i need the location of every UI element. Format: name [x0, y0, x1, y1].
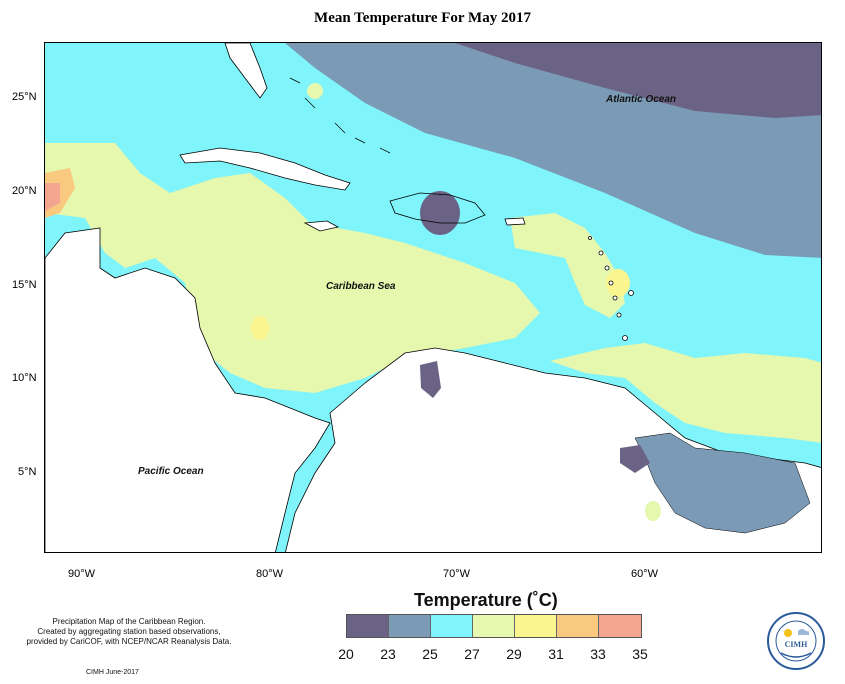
legend-tick-25: 25: [422, 646, 438, 662]
zone-29-31-patch-1: [251, 316, 269, 340]
logo-text: CIMH: [785, 640, 808, 649]
credits-line-2: Created by aggregating station based obs…: [37, 627, 221, 636]
lat-tick-25n: 25°N: [12, 91, 37, 103]
lat-tick-20n: 20°N: [12, 185, 37, 197]
land-hispaniola: [389, 192, 486, 224]
lon-tick-70w: 70°W: [443, 568, 471, 580]
legend-tick-31: 31: [548, 646, 564, 662]
zone-20-23-maracaibo: [420, 361, 441, 398]
zone-33-35-west: [45, 183, 60, 211]
lat-tick-15n: 15°N: [12, 279, 37, 291]
lat-tick-5n: 5°N: [18, 466, 37, 478]
label-pacific-ocean: Pacific Ocean: [138, 466, 204, 477]
zone-20-23-guianas: [620, 445, 650, 473]
legend-swatch-29-31: [515, 615, 557, 637]
lon-tick-90w: 90°W: [68, 568, 96, 580]
lon-tick-60w: 60°W: [631, 568, 659, 580]
map-title: Mean Temperature For May 2017: [314, 10, 531, 26]
legend-tick-20: 20: [338, 646, 354, 662]
land-jamaica: [303, 220, 340, 232]
label-caribbean-sea: Caribbean Sea: [326, 281, 396, 292]
land-puerto-rico: [504, 217, 526, 226]
zone-27-29-caribbean: [45, 143, 540, 393]
zone-27-29-amazon: [645, 501, 661, 521]
zone-20-23-atlantic: [455, 43, 821, 118]
zone-27-29-east: [550, 343, 821, 443]
lat-tick-10n: 10°N: [12, 372, 37, 384]
cimh-logo-icon: CIMH: [767, 612, 825, 670]
land-cuba: [179, 147, 351, 191]
zone-29-31-patch-2: [606, 269, 630, 297]
credits-line-1: Precipitation Map of the Caribbean Regio…: [52, 617, 206, 626]
legend-swatch-27-29: [473, 615, 515, 637]
credits-line-3: provided by CariCOF, with NCEP/NCAR Rean…: [26, 637, 232, 646]
land-lesser-antilles: [588, 236, 634, 341]
zone-27-29-antilles: [510, 213, 625, 318]
legend-tick-23: 23: [380, 646, 396, 662]
legend-title: Temperature (˚C): [414, 590, 558, 610]
legend-tick-33: 33: [590, 646, 606, 662]
legend-swatch-20-23: [347, 615, 389, 637]
land-central-america: [45, 227, 331, 552]
credits-date: CIMH June-2017: [86, 669, 139, 676]
legend-colorbar: [346, 614, 642, 638]
legend-swatch-23-25: [389, 615, 431, 637]
legend-tick-29: 29: [506, 646, 522, 662]
map-canvas: [45, 43, 821, 552]
zone-27-29-bahamas: [307, 83, 323, 99]
credits: Precipitation Map of the Caribbean Regio…: [14, 617, 244, 647]
land-bahamas: [289, 77, 391, 154]
legend-tick-27: 27: [464, 646, 480, 662]
temperature-map: [44, 42, 822, 553]
land-florida: [224, 43, 268, 99]
legend-swatch-31-33: [557, 615, 599, 637]
zone-20-23-hispaniola: [420, 191, 460, 235]
lon-tick-80w: 80°W: [256, 568, 284, 580]
zone-23-25-guianas: [634, 432, 811, 534]
label-atlantic-ocean: Atlantic Ocean: [606, 94, 677, 105]
legend-swatch-33-35: [599, 615, 641, 637]
legend-swatch-25-27: [431, 615, 473, 637]
legend-tick-35: 35: [632, 646, 648, 662]
